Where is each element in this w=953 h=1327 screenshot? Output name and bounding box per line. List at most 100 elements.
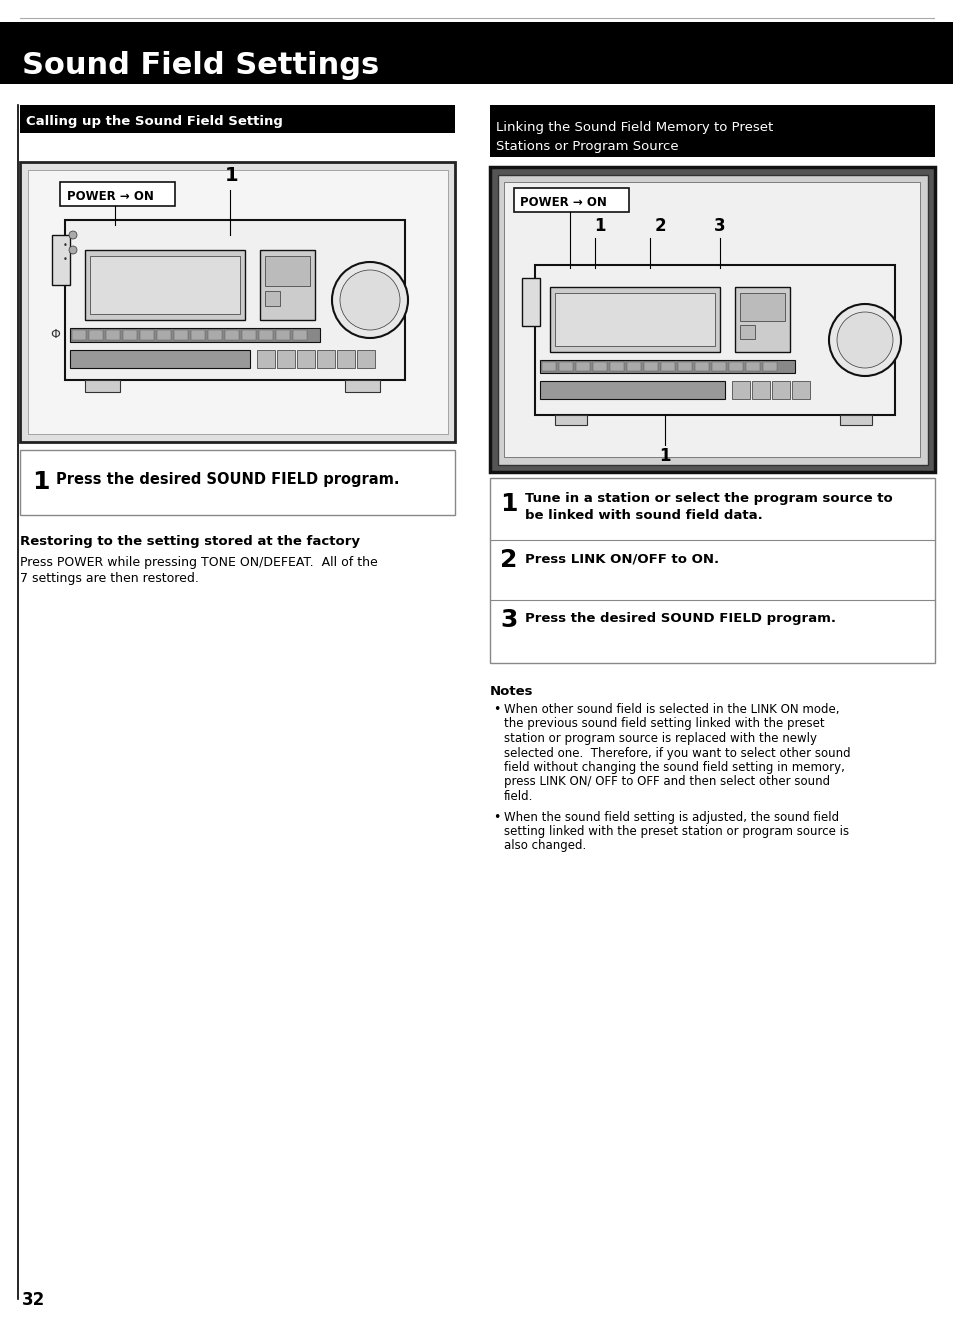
Bar [731,381,749,399]
Circle shape [836,312,892,368]
Text: setting linked with the preset station or program source is: setting linked with the preset station o… [503,825,848,837]
Bar [558,362,573,372]
Bar [106,330,120,340]
Bar [70,328,319,342]
Bar [660,362,675,372]
Text: the previous sound field setting linked with the preset: the previous sound field setting linked … [503,718,823,730]
Text: 2: 2 [654,218,665,235]
Circle shape [69,231,77,239]
Bar [745,362,760,372]
Text: 3: 3 [499,608,517,632]
Bar [840,415,871,425]
Bar [695,362,708,372]
Text: Linking the Sound Field Memory to Preset: Linking the Sound Field Memory to Preset [496,121,773,134]
Text: selected one.  Therefore, if you want to select other sound: selected one. Therefore, if you want to … [503,747,850,759]
Bar [609,362,623,372]
Text: be linked with sound field data.: be linked with sound field data. [524,510,762,522]
Bar [293,330,307,340]
Bar [535,265,894,415]
Bar [242,330,255,340]
Bar [514,188,628,212]
Bar [265,291,280,307]
Bar [52,235,70,285]
Bar [643,362,658,372]
Bar [550,287,720,352]
Bar [260,249,314,320]
Bar [336,350,355,368]
Bar [140,330,153,340]
Bar [503,182,919,456]
Bar [65,220,405,380]
Bar [356,350,375,368]
Bar [275,330,290,340]
Text: Press the desired SOUND FIELD program.: Press the desired SOUND FIELD program. [524,612,835,625]
Bar [740,293,784,321]
Text: 1: 1 [499,492,517,516]
Bar [490,478,934,664]
Text: 3: 3 [714,218,725,235]
Bar [123,330,137,340]
Text: Calling up the Sound Field Setting: Calling up the Sound Field Setting [26,115,283,129]
Bar [541,362,556,372]
Bar [265,256,310,287]
Text: •: • [63,256,68,264]
Bar [751,381,769,399]
Text: 1: 1 [659,447,670,464]
Bar [90,256,240,314]
Text: Press the desired SOUND FIELD program.: Press the desired SOUND FIELD program. [56,472,399,487]
Circle shape [339,269,399,330]
Bar [20,162,455,442]
Bar [85,249,245,320]
Bar [762,362,776,372]
Text: When other sound field is selected in the LINK ON mode,: When other sound field is selected in th… [503,703,839,717]
Bar [555,415,586,425]
Bar [28,170,448,434]
Bar [89,330,103,340]
Text: Stations or Program Source: Stations or Program Source [496,141,678,153]
Text: •: • [63,240,68,249]
Circle shape [332,261,408,338]
Text: 2: 2 [499,548,517,572]
Bar [490,167,934,472]
Bar [296,350,314,368]
Text: Notes: Notes [490,685,533,698]
Text: Φ: Φ [50,329,60,341]
Bar [539,360,794,373]
Bar [225,330,239,340]
Bar [85,380,120,391]
Bar [490,105,934,157]
Text: 1: 1 [32,470,50,494]
Text: Restoring to the setting stored at the factory: Restoring to the setting stored at the f… [20,535,359,548]
Bar [71,330,86,340]
Bar [191,330,205,340]
Bar [678,362,691,372]
Bar [626,362,640,372]
Bar [771,381,789,399]
Text: 7 settings are then restored.: 7 settings are then restored. [20,572,198,585]
Text: Press LINK ON/OFF to ON.: Press LINK ON/OFF to ON. [524,552,719,565]
Text: •: • [493,703,500,717]
Bar [20,105,455,133]
Bar [20,450,455,515]
Text: Press POWER while pressing TONE ON/DEFEAT.  All of the: Press POWER while pressing TONE ON/DEFEA… [20,556,377,569]
Text: press LINK ON/ OFF to OFF and then select other sound: press LINK ON/ OFF to OFF and then selec… [503,775,829,788]
Text: field.: field. [503,790,533,803]
Text: POWER → ON: POWER → ON [67,190,153,203]
Bar [208,330,222,340]
Bar [157,330,171,340]
Bar [734,287,789,352]
Bar [740,325,754,338]
Circle shape [828,304,900,376]
Text: Tune in a station or select the program source to: Tune in a station or select the program … [524,492,892,506]
Bar [173,330,188,340]
Text: Sound Field Settings: Sound Field Settings [22,50,379,80]
Text: field without changing the sound field setting in memory,: field without changing the sound field s… [503,760,844,774]
Bar [60,182,174,206]
Text: POWER → ON: POWER → ON [519,195,606,208]
Bar [316,350,335,368]
Text: 1: 1 [225,166,238,184]
Bar [70,350,250,368]
Bar [521,277,539,326]
Bar [497,175,927,464]
Bar [555,293,714,346]
